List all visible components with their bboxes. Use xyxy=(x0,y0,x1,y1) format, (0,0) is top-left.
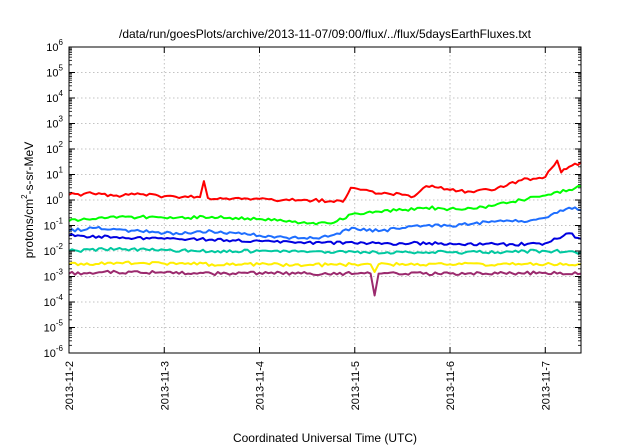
grid xyxy=(68,46,581,354)
y-tick-label: 104 xyxy=(46,89,63,105)
y-tick-base: 10 xyxy=(46,170,58,182)
series-line-6 xyxy=(68,260,581,273)
y-tick-exponent: -3 xyxy=(56,268,64,277)
y-tick-base: 10 xyxy=(44,297,56,309)
series-line-7 xyxy=(68,269,582,297)
y-tick-label: 103 xyxy=(46,115,63,131)
y-tick-exponent: -1 xyxy=(56,217,64,226)
y-tick-exponent: -2 xyxy=(56,242,64,251)
y-tick-base: 10 xyxy=(44,323,56,335)
y-tick-base: 10 xyxy=(44,348,56,360)
series-group xyxy=(68,159,582,297)
y-tick-label: 10-3 xyxy=(44,268,64,284)
y-tick-base: 10 xyxy=(44,272,56,284)
y-tick-label: 100 xyxy=(46,191,63,207)
y-tick-exponent: 4 xyxy=(59,89,64,98)
y-axis-ticks: 10610510410310210110010-110-210-310-410-… xyxy=(44,38,581,360)
x-axis-title: Coordinated Universal Time (UTC) xyxy=(233,431,417,445)
y-tick-label: 10-5 xyxy=(44,319,64,335)
y-tick-label: 10-2 xyxy=(44,242,64,258)
y-tick-label: 105 xyxy=(46,64,63,80)
x-tick-label: 2013-11-7 xyxy=(540,361,552,410)
y-tick-exponent: 1 xyxy=(59,166,64,175)
y-tick-exponent: 3 xyxy=(59,115,64,124)
y-tick-label: 10-1 xyxy=(44,217,64,233)
y-tick-base: 10 xyxy=(46,68,58,80)
y-tick-label: 10-4 xyxy=(44,293,64,309)
y-tick-base: 10 xyxy=(46,93,58,105)
y-tick-base: 10 xyxy=(44,246,56,258)
y-tick-exponent: 5 xyxy=(59,64,64,73)
series-line-1 xyxy=(68,159,582,204)
y-axis-title-prefix: protons/cm xyxy=(22,199,36,258)
y-tick-label: 10-6 xyxy=(44,344,64,360)
x-tick-label: 2013-11-5 xyxy=(350,361,362,410)
y-tick-base: 10 xyxy=(46,144,58,156)
y-tick-exponent: -5 xyxy=(56,319,64,328)
series-line-3 xyxy=(68,206,582,240)
x-tick-label: 2013-11-3 xyxy=(159,361,171,410)
y-tick-base: 10 xyxy=(46,119,58,131)
series-line-5 xyxy=(68,246,582,255)
y-tick-exponent: 6 xyxy=(59,38,64,47)
y-tick-exponent: -6 xyxy=(56,344,64,353)
x-axis-ticks: 2013-11-2 2013-11-3 2013-11-4 2013-11-5 2013… xyxy=(64,47,552,410)
x-tick-label: 2013-11-6 xyxy=(445,361,457,410)
series-line-4 xyxy=(68,232,582,247)
y-tick-label: 101 xyxy=(46,166,63,182)
y-tick-exponent: 2 xyxy=(59,140,64,149)
series-line-2 xyxy=(68,185,581,226)
y-tick-exponent: -4 xyxy=(56,293,64,302)
y-tick-base: 10 xyxy=(46,42,58,54)
chart-title: /data/run/goesPlots/archive/2013-11-07/0… xyxy=(119,27,532,41)
y-tick-label: 102 xyxy=(46,140,63,156)
x-tick-label: 2013-11-4 xyxy=(255,361,267,410)
x-tick-label: 2013-11-2 xyxy=(64,361,76,410)
y-tick-base: 10 xyxy=(46,195,58,207)
y-axis-title-suffix: -s-sr-MeV xyxy=(22,142,36,195)
y-axis-title-sup: 2 xyxy=(20,194,29,199)
y-tick-exponent: 0 xyxy=(59,191,64,200)
y-tick-label: 106 xyxy=(46,38,63,54)
y-tick-base: 10 xyxy=(44,221,56,233)
y-axis-title: protons/cm2-s-sr-MeV xyxy=(20,142,36,258)
